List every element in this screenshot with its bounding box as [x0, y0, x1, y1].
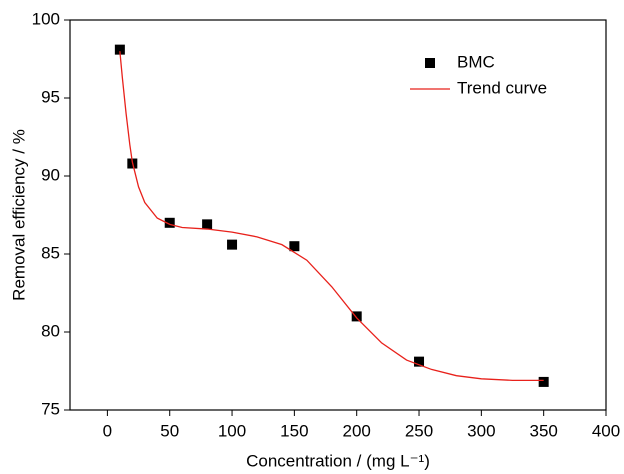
data-point — [289, 241, 300, 252]
y-tick-label: 90 — [41, 165, 60, 184]
y-tick-label: 85 — [41, 243, 60, 262]
x-tick-label: 150 — [280, 421, 308, 440]
plot-frame — [69, 19, 607, 411]
x-tick-label: 100 — [218, 421, 246, 440]
x-tick-label: 400 — [592, 421, 620, 440]
data-point — [538, 376, 549, 387]
x-tick-label: 200 — [343, 421, 371, 440]
y-axis-label: Removal efficiency / % — [9, 129, 28, 301]
y-tick-label: 95 — [41, 87, 60, 106]
x-tick-label: 250 — [405, 421, 433, 440]
data-point — [227, 239, 238, 250]
y-tick-label: 100 — [32, 9, 60, 28]
x-tick-label: 0 — [103, 421, 112, 440]
trend-line — [119, 51, 544, 382]
legend-label: Trend curve — [457, 78, 547, 97]
y-tick-label: 75 — [41, 399, 60, 418]
y-tick-label: 80 — [41, 321, 60, 340]
legend-label: BMC — [457, 52, 495, 71]
x-tick-label: 300 — [467, 421, 495, 440]
x-tick-label: 350 — [529, 421, 557, 440]
data-point — [164, 217, 175, 228]
x-axis-label: Concentration / (mg L⁻¹) — [246, 451, 430, 470]
legend-marker — [425, 58, 435, 68]
data-point — [351, 311, 362, 322]
data-point — [114, 44, 125, 55]
x-tick-label: 50 — [160, 421, 179, 440]
data-point — [414, 356, 425, 367]
data-point — [202, 219, 213, 230]
